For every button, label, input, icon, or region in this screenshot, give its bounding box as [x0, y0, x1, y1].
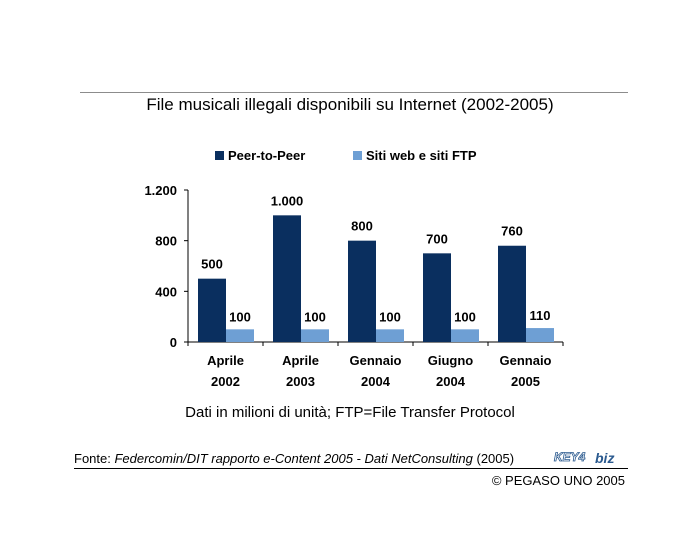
- y-tick-label: 0: [170, 335, 177, 350]
- bar-web-ftp: [226, 329, 254, 342]
- data-label-peer: 760: [501, 224, 523, 239]
- bar-peer-to-peer: [423, 253, 451, 342]
- legend-label-peer: Peer-to-Peer: [228, 148, 305, 163]
- y-tick-label: 400: [155, 284, 177, 299]
- data-note: Dati in milioni di unità; FTP=File Trans…: [185, 404, 515, 421]
- copyright: © PEGASO UNO 2005: [491, 473, 625, 488]
- x-category-label: 2003: [286, 374, 315, 389]
- data-label-web: 100: [379, 309, 401, 324]
- bar-web-ftp: [301, 329, 329, 342]
- chart-title: File musicali illegali disponibili su In…: [146, 95, 554, 114]
- data-label-web: 100: [454, 309, 476, 324]
- source-line: Fonte: Federcomin/DIT rapporto e-Content…: [74, 451, 514, 466]
- legend-swatch-web: [353, 151, 362, 160]
- bar-peer-to-peer: [498, 245, 526, 342]
- source-publication: Federcomin/DIT rapporto e-Content 2005 -…: [114, 451, 473, 466]
- data-label-peer: 700: [426, 231, 448, 246]
- bar-peer-to-peer: [198, 278, 226, 342]
- bar-web-ftp: [526, 328, 554, 342]
- bar-web-ftp: [376, 329, 404, 342]
- x-category-label: Giugno: [428, 353, 474, 368]
- bottom-rule: [74, 468, 628, 469]
- data-label-web: 100: [304, 309, 326, 324]
- x-category-label: 2005: [511, 374, 540, 389]
- x-category-label: Gennaio: [499, 353, 551, 368]
- y-tick-label: 1.200: [144, 183, 177, 198]
- logo-biz: biz: [595, 450, 614, 466]
- logo-key4: KEY4: [554, 450, 586, 464]
- x-category-label: Gennaio: [349, 353, 401, 368]
- data-label-peer: 800: [351, 219, 373, 234]
- legend-swatch-peer: [215, 151, 224, 160]
- top-rule: [80, 92, 628, 93]
- data-label-peer: 1.000: [271, 193, 304, 208]
- y-tick-label: 800: [155, 234, 177, 249]
- key4biz-logo: KEY4 biz: [554, 450, 615, 466]
- x-category-label: 2004: [361, 374, 391, 389]
- data-label-web: 100: [229, 309, 251, 324]
- legend-label-web: Siti web e siti FTP: [366, 148, 477, 163]
- source-year: (2005): [472, 451, 515, 466]
- bar-peer-to-peer: [273, 215, 301, 342]
- data-label-web: 110: [530, 308, 551, 323]
- source-prefix: Fonte:: [74, 451, 115, 466]
- x-category-label: Aprile: [282, 353, 319, 368]
- bar-web-ftp: [451, 329, 479, 342]
- x-category-label: Aprile: [207, 353, 244, 368]
- x-category-label: 2004: [436, 374, 466, 389]
- bar-peer-to-peer: [348, 240, 376, 342]
- x-category-label: 2002: [211, 374, 240, 389]
- data-label-peer: 500: [201, 257, 223, 272]
